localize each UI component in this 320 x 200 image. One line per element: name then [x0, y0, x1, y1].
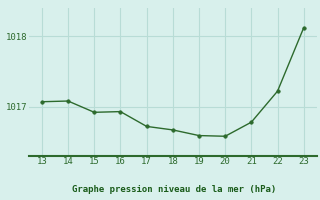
Text: Graphe pression niveau de la mer (hPa): Graphe pression niveau de la mer (hPa) [72, 186, 276, 194]
